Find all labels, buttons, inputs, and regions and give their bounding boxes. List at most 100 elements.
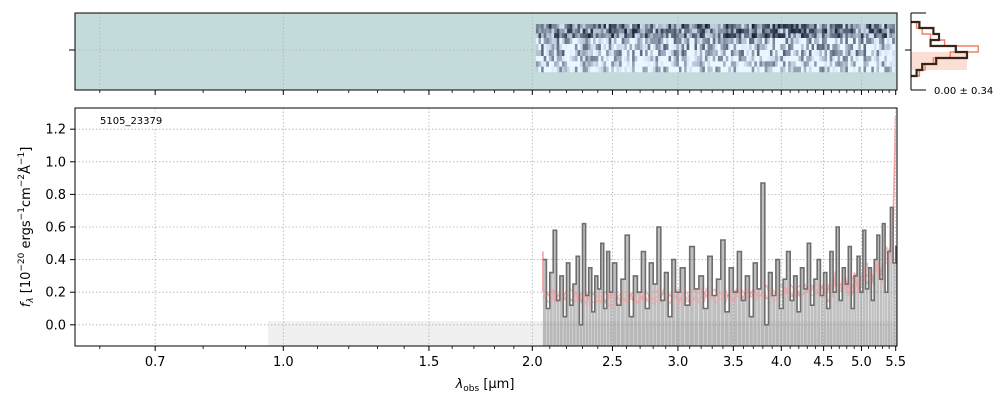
spectrum-pixel (743, 61, 747, 67)
spectrum-pixel (621, 56, 625, 62)
spectrum-pixel (860, 66, 864, 73)
spectrum-pixel (556, 33, 560, 39)
data-bar (609, 292, 613, 346)
spectrum-pixel (863, 61, 867, 67)
spectrum-pixel (712, 66, 716, 73)
data-bar (597, 288, 601, 346)
data-bar (764, 324, 769, 346)
spectrum-pixel (603, 38, 607, 45)
spectrum-pixel (561, 50, 565, 57)
spectrum-pixel (834, 24, 838, 29)
spectrum-pixel (660, 66, 664, 73)
spectrum-pixel (762, 61, 765, 67)
spectrum-pixel (556, 66, 560, 73)
spectrum-pixel (647, 50, 651, 57)
spectrum-pixel (827, 61, 830, 67)
spectrum-pixel (577, 56, 581, 62)
spectrum-pixel (866, 24, 869, 29)
spectrum-pixel (548, 50, 552, 57)
spectrum-pixel (655, 33, 659, 39)
data-bar (707, 256, 712, 346)
spectrum-pixel (686, 33, 690, 39)
spectrum-pixel (850, 44, 854, 51)
spectrum-pixel (702, 44, 706, 51)
spectrum-pixel (554, 66, 557, 73)
spectrum-pixel (814, 61, 817, 67)
spectrum-pixel (621, 66, 625, 73)
data-bar (729, 267, 733, 346)
spectrum-pixel (702, 24, 706, 29)
spectrum-pixel (879, 38, 882, 45)
spectrum-pixel (645, 44, 648, 51)
spectrum-pixel (858, 50, 862, 57)
spectrum-pixel (806, 50, 810, 57)
spectrum-pixel (728, 61, 732, 67)
spectrum-pixel (655, 24, 659, 29)
spectrum-pixel (741, 28, 745, 34)
spectrum-pixel (847, 44, 851, 51)
spectrum-pixel (720, 50, 724, 57)
spectrum-pixel (564, 50, 568, 57)
data-bar (851, 308, 854, 346)
spectrum-pixel (808, 56, 812, 62)
spectrum-pixel (762, 44, 765, 51)
spectrum-pixel (850, 38, 854, 45)
spectrum-pixel (775, 56, 778, 62)
spectrum-pixel (806, 56, 810, 62)
spectrum-pixel (606, 44, 609, 51)
spectrum-pixel (801, 28, 804, 34)
spectrum-pixel (684, 44, 687, 51)
spectrum-pixel (658, 28, 661, 34)
spectrum-pixel (723, 24, 726, 29)
spectrum-pixel (668, 28, 672, 34)
spectrum-pixel (759, 33, 763, 39)
spectrum-pixel (582, 33, 586, 39)
spectrum-pixel (681, 44, 685, 51)
spectrum-pixel (629, 50, 633, 57)
spectrum-pixel (858, 33, 862, 39)
spectrum-pixel (619, 44, 622, 51)
spectrum-pixel (650, 50, 654, 57)
spectrum-pixel (769, 28, 773, 34)
spectrum-pixel (702, 61, 706, 67)
spectrum-pixel (582, 50, 586, 57)
spectrum-pixel (873, 44, 877, 51)
spectrum-pixel (580, 61, 583, 67)
spectrum-pixel (814, 66, 817, 73)
spectrum-pixel (658, 61, 661, 67)
spectrum-pixel (585, 28, 589, 34)
spectrum-pixel (762, 56, 765, 62)
spectrum-pixel (673, 24, 677, 29)
spectrum-pixel (624, 24, 628, 29)
data-bar (790, 300, 794, 346)
spectrum-pixel (637, 61, 641, 67)
spectrum-pixel (632, 38, 635, 45)
spectrum-pixel (743, 44, 747, 51)
spectrum-pixel (535, 50, 539, 57)
spectrum-pixel (790, 56, 794, 62)
spectrum-pixel (785, 33, 789, 39)
spectrum-pixel (616, 38, 620, 45)
spectrum-pixel (850, 61, 854, 67)
spectrum-pixel (824, 24, 828, 29)
spectrum-pixel (762, 50, 765, 57)
spectrum-pixel (858, 56, 862, 62)
spectrum-pixel (876, 38, 880, 45)
spectrum-pixel (611, 44, 615, 51)
spectrum-pixel (624, 50, 628, 57)
main-grid (75, 108, 897, 346)
spectrum-pixel (879, 24, 882, 29)
spectrum-pixel (598, 24, 602, 29)
spectrum-pixel (546, 33, 550, 39)
spectrum-pixel (582, 66, 586, 73)
spectrum-pixel (564, 66, 568, 73)
spectrum-pixel (717, 50, 721, 57)
spectrum-pixel (845, 50, 849, 57)
spectrum-pixel (608, 38, 612, 45)
spectrum-pixel (827, 66, 830, 73)
spectrum-pixel (777, 38, 781, 45)
histogram-data-step (911, 20, 969, 78)
data-bar (689, 246, 694, 346)
spectrum-pixel (751, 50, 755, 57)
spectrum-pixel (577, 61, 581, 67)
